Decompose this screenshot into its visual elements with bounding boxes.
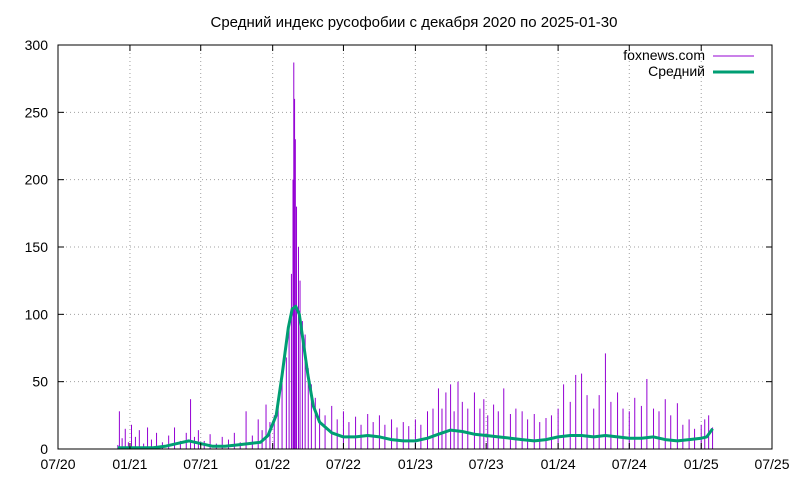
y-tick-label: 50 <box>32 374 48 390</box>
legend-label-average: Средний <box>648 63 705 79</box>
x-tick-label: 01/21 <box>112 456 147 472</box>
chart-title: Средний индекс русофобии с декабря 2020 … <box>211 14 618 31</box>
x-tick-label: 07/20 <box>40 456 75 472</box>
x-tick-label: 07/24 <box>612 456 647 472</box>
y-tick-label: 100 <box>25 306 49 322</box>
x-tick-label: 01/23 <box>398 456 433 472</box>
y-tick-label: 200 <box>25 172 49 188</box>
legend-label-foxnews: foxnews.com <box>623 47 705 63</box>
x-tick-label: 01/25 <box>684 456 719 472</box>
average-line <box>117 304 714 450</box>
y-tick-label: 250 <box>25 104 49 120</box>
axes: 0 50 100 150 200 250 300 07/20 01/21 07/21 01/22 07… <box>25 37 790 472</box>
grid <box>58 45 772 449</box>
y-tick-label: 0 <box>40 441 48 457</box>
x-tick-label: 07/23 <box>469 456 504 472</box>
plot-area <box>117 62 714 450</box>
x-tick-label: 07/22 <box>326 456 361 472</box>
x-tick-label: 07/21 <box>183 456 218 472</box>
x-tick-label: 07/25 <box>754 456 789 472</box>
x-tick-label: 01/22 <box>255 456 290 472</box>
y-tick-label: 150 <box>25 239 49 255</box>
x-tick-label: 01/24 <box>541 456 576 472</box>
y-tick-label: 300 <box>25 37 49 53</box>
legend: foxnews.com Средний <box>623 47 754 79</box>
